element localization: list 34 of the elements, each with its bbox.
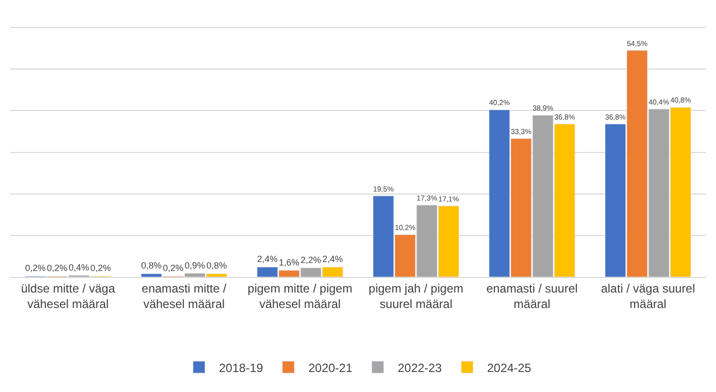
x-tick-label: enamasti / suurel määral	[486, 281, 578, 311]
x-tick-label: alati / väga suurel määral	[600, 281, 696, 311]
data-label: 38,9%	[532, 104, 554, 113]
data-label: 2,4%	[257, 254, 278, 264]
data-label: 0,2%	[162, 263, 184, 274]
data-label: 0,2%	[25, 263, 46, 274]
data-label: 10,2%	[394, 222, 416, 232]
data-label: 17,3%	[416, 193, 438, 202]
data-label: 40,4%	[648, 97, 670, 106]
data-label: 36,8%	[554, 112, 576, 122]
data-label: 17,1%	[438, 194, 460, 204]
data-label: 40,2%	[489, 98, 510, 108]
x-tick-label: enamasti mitte / vähesel määral	[142, 281, 228, 311]
data-label: 40,8%	[670, 96, 692, 105]
data-label: 2,2%	[300, 254, 322, 265]
data-label: 1,6%	[278, 257, 300, 268]
data-label: 33,3%	[510, 126, 532, 136]
x-tick-label: pigem mitte / pigem vähesel määral	[248, 281, 352, 311]
data-label: 19,5%	[373, 184, 394, 194]
data-label: 0,8%	[206, 260, 227, 271]
legend-label: 2022-23	[398, 360, 442, 375]
data-label: 0,8%	[141, 260, 162, 271]
data-label: 36,8%	[605, 112, 626, 122]
legend-label: 2020-21	[308, 360, 353, 375]
data-label: 54,5%	[626, 38, 648, 48]
x-tick-label: pigem jah / pigem suurel määral	[368, 281, 464, 311]
data-label: 0,2%	[46, 263, 68, 274]
x-tick-label: üldse mitte / väga vähesel määral	[20, 281, 116, 311]
legend-label: 2024-25	[487, 360, 532, 375]
data-label: 2,4%	[322, 254, 343, 264]
legend-label: 2018-19	[219, 360, 264, 375]
data-label: 0,9%	[184, 260, 206, 270]
data-label: 0,4%	[68, 262, 90, 272]
data-label: 0,2%	[90, 263, 111, 274]
